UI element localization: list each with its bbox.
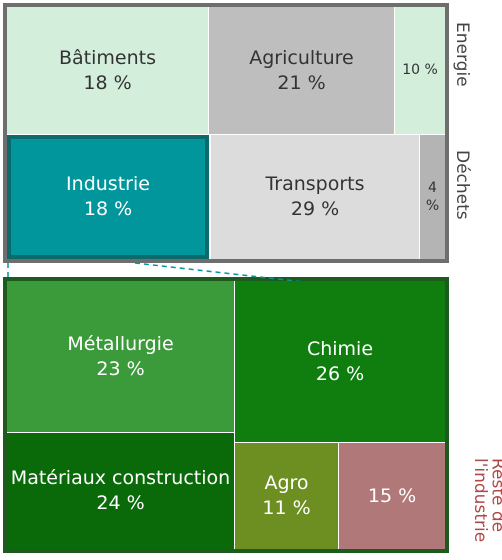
treemap-cell: Chimie 26 %	[235, 281, 445, 442]
treemap-cell: Bâtiments 18 %	[7, 7, 208, 134]
cell-value: 4 %	[425, 179, 440, 214]
treemap-cell: Transports 29 %	[211, 135, 419, 259]
side-label: Déchets	[451, 150, 472, 220]
cell-value: 21 %	[277, 71, 326, 94]
cell-label: Chimie	[306, 337, 374, 360]
cell-value: 26 %	[315, 362, 365, 385]
cell-value: 10 %	[402, 62, 438, 79]
cell-label: Industrie	[66, 173, 150, 196]
treemap-cell: 4 %	[420, 135, 445, 259]
bottom-frame	[3, 277, 449, 553]
treemap-cell: Industrie 18 %	[7, 135, 209, 259]
side-label: Reste de l'industrie	[469, 458, 502, 543]
treemap-cell: 10 %	[395, 7, 445, 134]
cell-value: 23 %	[96, 357, 145, 380]
cell-label: Agro	[264, 472, 309, 495]
treemap-cell: Matériaux construction 24 %	[7, 433, 234, 549]
cell-value: 18 %	[83, 198, 133, 220]
treemap-cell: Métallurgie 23 %	[7, 281, 234, 432]
cell-label: Bâtiments	[59, 46, 156, 69]
cell-label: Matériaux construction	[10, 467, 231, 490]
side-label: Energie	[451, 22, 472, 87]
cell-value: 24 %	[96, 492, 145, 514]
cell-value: 15 %	[367, 484, 417, 507]
cell-value: 11 %	[262, 497, 311, 519]
cell-label: Agriculture	[249, 46, 354, 69]
cell-value: 29 %	[290, 198, 340, 220]
cell-label: Transports	[265, 173, 365, 196]
treemap-cell: Agro 11 %	[235, 443, 338, 549]
cell-label: Métallurgie	[67, 332, 174, 355]
top-frame	[3, 3, 449, 263]
cell-value: 18 %	[83, 71, 132, 94]
treemap-cell: Agriculture 21 %	[209, 7, 394, 134]
treemap-cell: 15 %	[339, 443, 445, 549]
